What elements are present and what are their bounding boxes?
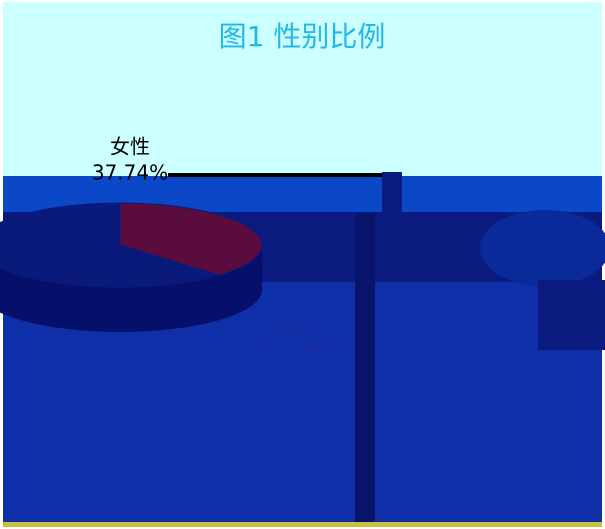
partial-pie-side [538,280,605,350]
pie-slice [119,202,263,276]
glitch-bar [382,172,402,214]
slice-value-label: 37.74% [92,161,168,185]
slice-label: 女性 [110,135,150,159]
pie-slice [0,202,221,288]
header-background [3,2,602,178]
slice-value-label: 62.26% [258,339,334,363]
glitch-strip [3,522,602,527]
glitch-bar [355,212,375,526]
partial-pie [480,210,605,286]
chart-title: 图1 性别比例 [219,20,386,53]
slice-label: 男性 [276,313,316,337]
